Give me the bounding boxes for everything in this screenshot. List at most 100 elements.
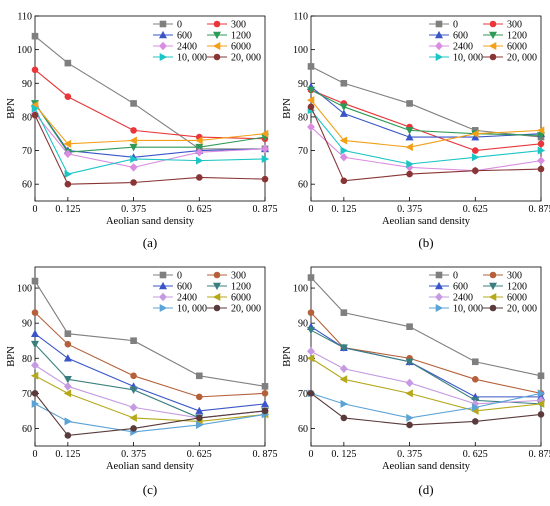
data-point <box>471 358 479 366</box>
data-point <box>537 140 545 148</box>
legend-marker <box>159 41 167 51</box>
data-point <box>64 93 72 101</box>
data-point <box>340 177 348 185</box>
data-point <box>130 100 137 107</box>
legend-label: 300 <box>231 20 246 31</box>
y-tick-label: 100 <box>293 45 308 56</box>
legend-marker <box>435 52 444 62</box>
data-point <box>406 170 413 178</box>
data-point <box>406 421 413 429</box>
y-tick-label: 110 <box>17 12 32 23</box>
legend-marker <box>159 52 168 62</box>
y-tick-label: 80 <box>298 354 308 365</box>
x-tick-label: 0. 875 <box>529 204 550 215</box>
x-tick-label: 0. 625 <box>463 204 488 215</box>
legend-marker <box>489 304 497 312</box>
data-point <box>339 344 348 352</box>
data-point <box>405 132 414 141</box>
data-point <box>307 346 315 356</box>
data-point <box>30 340 40 349</box>
legend-label: 600 <box>177 282 192 293</box>
data-point <box>31 32 39 40</box>
legend-label: 6000 <box>231 42 251 53</box>
data-point <box>471 147 479 154</box>
legend-label: 1200 <box>507 31 527 42</box>
data-point <box>130 372 137 380</box>
data-point <box>307 390 315 397</box>
data-point <box>261 383 269 390</box>
data-point <box>195 414 203 422</box>
x-tick-label: 0 <box>309 204 314 215</box>
data-point <box>340 79 348 87</box>
data-point <box>30 329 40 337</box>
x-axis-title: Aeolian sand density <box>382 216 471 227</box>
legend-label: 20, 000 <box>507 53 537 64</box>
data-point <box>130 154 138 163</box>
data-point <box>306 96 315 105</box>
legend-label: 1200 <box>231 282 251 293</box>
data-point <box>405 358 414 366</box>
data-point <box>306 354 315 363</box>
legend-marker <box>435 271 443 279</box>
x-tick-label: 0. 625 <box>463 449 488 460</box>
x-tick-label: 0. 375 <box>121 449 146 460</box>
data-point <box>306 326 316 335</box>
series-line <box>34 69 266 140</box>
legend: 0 300 600 1200 2400 6000 10, 000 20, 000 <box>153 20 261 64</box>
x-axis-title: Aeolian sand density <box>106 461 195 472</box>
data-point <box>129 163 138 172</box>
legend-label: 0 <box>177 20 182 31</box>
data-point <box>261 390 269 397</box>
x-tick-label: 0 <box>33 449 38 460</box>
series-2 <box>307 309 545 397</box>
series-7 <box>307 389 546 422</box>
legend-marker <box>213 20 221 28</box>
x-tick-label: 0. 875 <box>529 449 550 460</box>
series-4 <box>30 100 270 157</box>
data-point <box>307 309 315 316</box>
data-point <box>31 104 40 113</box>
legend-marker <box>159 271 167 279</box>
y-tick-label: 100 <box>293 284 308 295</box>
x-tick-label: 0. 375 <box>397 449 422 460</box>
legend-label: 300 <box>507 20 522 31</box>
legend-label: 10, 000 <box>177 53 207 64</box>
y-axis-title: BPN <box>282 346 293 367</box>
legend-marker <box>435 20 443 28</box>
data-point <box>339 109 348 117</box>
legend-label: 2400 <box>177 293 197 304</box>
legend: 0 300 600 1200 2400 6000 10, 000 20, 000 <box>429 271 537 315</box>
data-point <box>64 59 72 67</box>
legend-marker <box>212 282 222 291</box>
data-point <box>195 174 203 181</box>
series-6 <box>306 96 545 152</box>
data-point <box>64 417 72 426</box>
data-point <box>306 86 316 95</box>
data-point <box>405 389 413 398</box>
data-point <box>340 399 348 408</box>
y-tick-label: 80 <box>22 112 32 123</box>
data-point <box>471 167 479 175</box>
legend-label: 10, 000 <box>453 304 483 315</box>
legend-label: 0 <box>177 271 182 282</box>
legend-marker <box>435 41 443 51</box>
data-point <box>31 309 39 316</box>
data-point <box>64 432 72 439</box>
panel-label: (b) <box>418 235 433 250</box>
series-8 <box>307 390 545 429</box>
x-tick-label: 0. 625 <box>187 449 212 460</box>
data-point <box>195 156 204 165</box>
data-point <box>130 127 137 134</box>
x-tick-label: 0. 125 <box>55 204 80 215</box>
legend: 0 300 600 1200 2400 6000 10, 000 20, 000 <box>429 20 537 64</box>
y-tick-label: 80 <box>298 112 308 123</box>
y-tick-label: 60 <box>22 180 32 191</box>
legend-label: 600 <box>453 282 468 293</box>
data-point <box>129 143 138 152</box>
x-tick-label: 0 <box>309 449 314 460</box>
legend-label: 0 <box>453 271 458 282</box>
legend-marker <box>489 53 497 61</box>
legend-marker <box>212 41 221 51</box>
y-tick-label: 70 <box>298 146 308 157</box>
data-point <box>31 277 39 285</box>
